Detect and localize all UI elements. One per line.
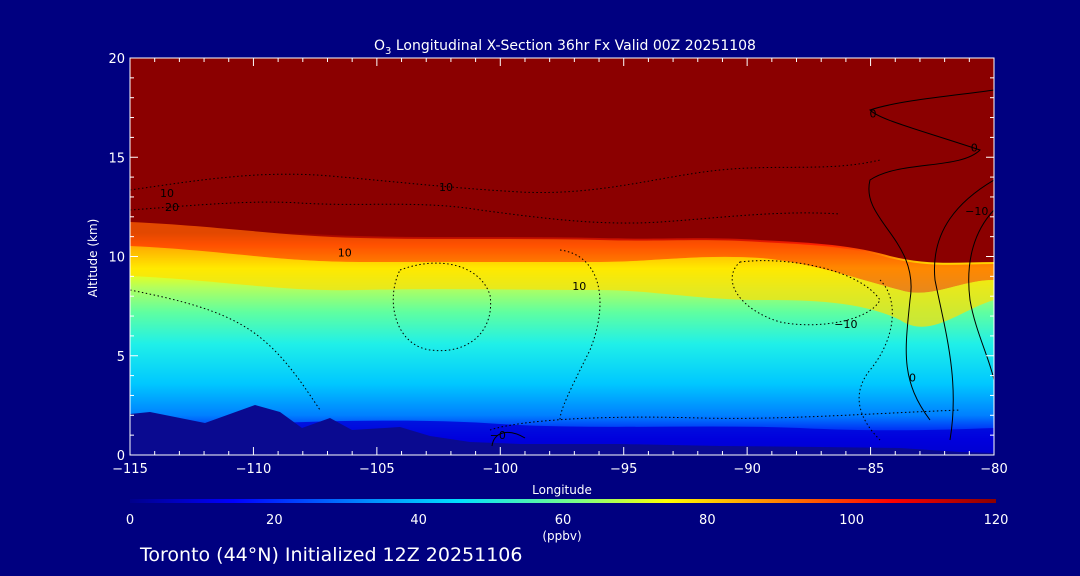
y-axis-label: Altitude (km) (86, 219, 100, 298)
x-tick-label: −115 (112, 462, 148, 477)
contour-solid-east-2 (933, 179, 994, 441)
y-tick-label: 5 (117, 350, 125, 365)
x-tick-label: −105 (359, 462, 395, 477)
chart-title: O3 Longitudinal X-Section 36hr Fx Valid … (374, 38, 756, 57)
y-tick-label: 20 (108, 52, 125, 67)
colorbar-tick-label: 40 (410, 513, 427, 528)
colorbar (130, 499, 996, 503)
y-tick-label: 15 (108, 151, 125, 166)
contour-value-label: 10 (572, 280, 586, 293)
stratospheric-layer (130, 58, 994, 263)
contour-value-label: 10 (439, 181, 453, 194)
x-tick-label: −90 (733, 462, 760, 477)
contour-dotted-cell-a (392, 262, 492, 352)
title-base: O (374, 38, 385, 54)
x-axis: −115 −110 −105 −100 −95 −90 −85 −80 (112, 58, 1008, 477)
contour-solid-surface (491, 431, 526, 447)
colorbar-tick-label: 100 (839, 513, 864, 528)
y-axis: 0 5 10 15 20 (108, 52, 994, 464)
x-tick-label: −110 (236, 462, 272, 477)
contour-dotted-cell-c (731, 260, 881, 326)
title-subscript: 3 (385, 46, 391, 57)
contour-value-label: 0 (971, 141, 978, 154)
contour-solid-east-3 (968, 209, 994, 381)
contour-value-label: −10 (965, 205, 988, 218)
colorbar-tick-label: 0 (126, 513, 134, 528)
colorbar-tick-label: 60 (555, 513, 572, 528)
contour-value-label: 0 (870, 108, 877, 121)
x-tick-label: −80 (980, 462, 1007, 477)
yellow-band (130, 246, 994, 327)
colorbar-unit-label: (ppbv) (542, 529, 581, 543)
x-axis-label: Longitude (532, 483, 592, 497)
contour-value-label: 10 (338, 247, 352, 260)
terrain-silhouette (130, 405, 994, 455)
x-tick-label: −100 (482, 462, 518, 477)
contour-dotted-east (858, 279, 893, 441)
footer-text: Toronto (44°N) Initialized 12Z 20251106 (139, 544, 523, 566)
y-tick-label: 0 (117, 449, 125, 464)
contour-value-label: 0 (909, 372, 916, 385)
transition-band (130, 222, 994, 293)
colorbar-tick-label: 20 (266, 513, 283, 528)
x-tick-label: −85 (857, 462, 884, 477)
contour-lines (130, 89, 994, 447)
x-tick-label: −95 (610, 462, 637, 477)
colorbar-axis: 0 20 40 60 80 100 120 (126, 513, 1009, 528)
contour-value-label: 20 (165, 201, 179, 214)
colorbar-tick-label: 80 (699, 513, 716, 528)
contour-value-label: −10 (834, 318, 857, 331)
title-rest: Longitudinal X-Section 36hr Fx Valid 00Z… (391, 38, 756, 54)
contour-value-label: −0 (490, 429, 506, 442)
y-tick-label: 10 (108, 251, 125, 266)
contour-dotted-cell-b (559, 249, 601, 421)
contour-value-label: 10 (160, 187, 174, 200)
contour-solid-east-1 (868, 89, 994, 421)
colorbar-tick-label: 120 (984, 513, 1009, 528)
